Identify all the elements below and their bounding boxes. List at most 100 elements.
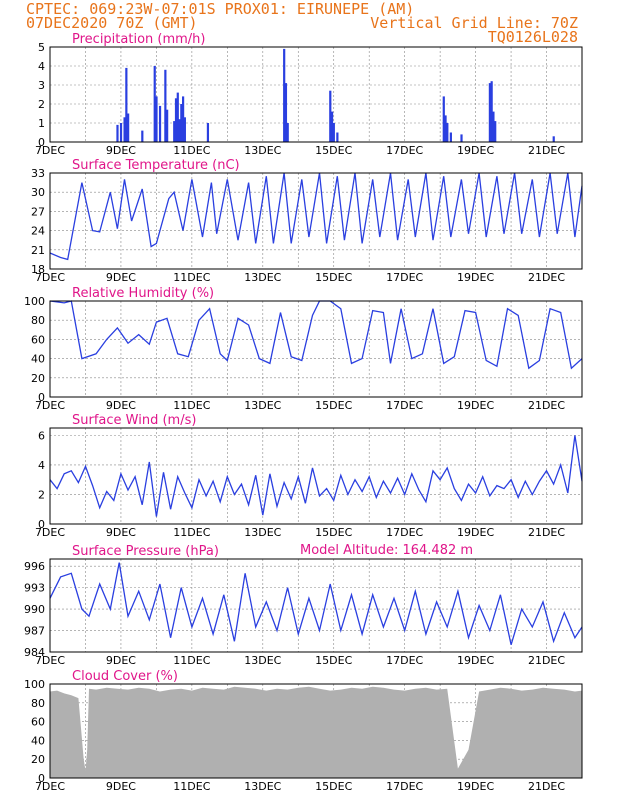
x-tick-label: 17DEC bbox=[386, 144, 423, 157]
panel-title: Surface Wind (m/s) bbox=[72, 413, 196, 428]
x-tick-label: 9DEC bbox=[106, 526, 136, 539]
x-tick-label: 7DEC bbox=[35, 271, 65, 284]
y-tick-label: 80 bbox=[31, 314, 45, 327]
precip-bar bbox=[446, 123, 449, 142]
x-tick-label: 13DEC bbox=[244, 399, 281, 412]
precip-bar bbox=[173, 121, 176, 142]
x-tick-label: 17DEC bbox=[386, 399, 423, 412]
x-tick-label: 9DEC bbox=[106, 271, 136, 284]
series-line bbox=[49, 435, 583, 517]
precip-bar bbox=[123, 117, 126, 142]
precip-bar bbox=[286, 123, 289, 142]
precip-bar bbox=[183, 117, 186, 142]
panel-title: Cloud Cover (%) bbox=[72, 669, 178, 684]
x-tick-label: 9DEC bbox=[106, 780, 136, 793]
x-tick-label: 17DEC bbox=[386, 271, 423, 284]
x-tick-label: 19DEC bbox=[457, 526, 494, 539]
precip-bar bbox=[488, 83, 491, 142]
series-line bbox=[49, 562, 583, 645]
panel-title: Relative Humidity (%) bbox=[72, 286, 214, 301]
series-line bbox=[49, 172, 583, 261]
precip-bar bbox=[158, 105, 162, 142]
y-tick-label: 2 bbox=[38, 488, 45, 501]
y-tick-label: 40 bbox=[31, 353, 45, 366]
x-tick-label: 15DEC bbox=[315, 780, 352, 793]
series-line bbox=[49, 300, 583, 370]
x-tick-label: 21DEC bbox=[528, 526, 565, 539]
precip-bar bbox=[125, 67, 128, 142]
x-tick-label: 7DEC bbox=[35, 399, 65, 412]
x-tick-label: 17DEC bbox=[386, 780, 423, 793]
panel-title: Surface Pressure (hPa) bbox=[72, 544, 219, 559]
y-tick-label: 20 bbox=[31, 372, 45, 385]
x-tick-label: 7DEC bbox=[35, 780, 65, 793]
y-tick-label: 100 bbox=[24, 295, 45, 308]
precip-bar bbox=[116, 124, 119, 142]
precip-bar bbox=[449, 132, 452, 142]
y-tick-label: 80 bbox=[31, 697, 45, 710]
x-tick-label: 11DEC bbox=[173, 654, 210, 667]
y-tick-label: 1 bbox=[38, 117, 45, 130]
x-tick-label: 15DEC bbox=[315, 144, 352, 157]
precip-bar bbox=[176, 92, 179, 142]
precip-bar bbox=[166, 109, 169, 142]
y-tick-label: 27 bbox=[31, 205, 45, 218]
y-tick-label: 6 bbox=[38, 429, 45, 442]
x-tick-label: 7DEC bbox=[35, 526, 65, 539]
y-tick-label: 60 bbox=[31, 333, 45, 346]
x-tick-label: 7DEC bbox=[35, 654, 65, 667]
y-tick-label: 996 bbox=[24, 560, 45, 573]
y-tick-label: 24 bbox=[31, 225, 45, 238]
precip-bar bbox=[155, 96, 158, 142]
x-tick-label: 9DEC bbox=[106, 399, 136, 412]
x-tick-label: 17DEC bbox=[386, 526, 423, 539]
x-tick-label: 13DEC bbox=[244, 144, 281, 157]
precip-bar bbox=[174, 98, 178, 142]
y-tick-label: 0 bbox=[38, 518, 45, 531]
panel-frame bbox=[49, 558, 583, 653]
x-tick-label: 9DEC bbox=[106, 144, 136, 157]
x-tick-label: 19DEC bbox=[457, 399, 494, 412]
precip-bar bbox=[490, 81, 493, 142]
x-tick-label: 13DEC bbox=[244, 654, 281, 667]
y-tick-label: 987 bbox=[24, 625, 45, 638]
y-tick-label: 100 bbox=[24, 678, 45, 691]
precip-bar bbox=[164, 69, 167, 142]
x-tick-label: 21DEC bbox=[528, 654, 565, 667]
precip-bar bbox=[444, 115, 447, 142]
x-tick-label: 21DEC bbox=[528, 144, 565, 157]
x-tick-label: 17DEC bbox=[386, 654, 423, 667]
x-tick-label: 19DEC bbox=[457, 780, 494, 793]
y-tick-label: 3 bbox=[38, 79, 45, 92]
x-tick-label: 11DEC bbox=[173, 144, 210, 157]
y-tick-label: 993 bbox=[24, 582, 45, 595]
y-tick-label: 0 bbox=[38, 136, 45, 149]
panel-title: Precipitation (mm/h) bbox=[72, 32, 205, 47]
header-line2-right: Vertical Grid Line: 70Z bbox=[370, 14, 578, 32]
y-tick-label: 4 bbox=[38, 60, 45, 73]
precip-bar bbox=[492, 111, 495, 142]
x-tick-label: 9DEC bbox=[106, 654, 136, 667]
x-tick-label: 11DEC bbox=[173, 780, 210, 793]
x-tick-label: 11DEC bbox=[173, 399, 210, 412]
y-tick-label: 4 bbox=[38, 459, 45, 472]
x-tick-label: 15DEC bbox=[315, 526, 352, 539]
x-tick-label: 7DEC bbox=[35, 144, 65, 157]
precip-bar bbox=[283, 48, 286, 142]
header-line2-left: 07DEC2020 70Z (GMT) bbox=[26, 14, 198, 32]
precip-bar bbox=[330, 111, 334, 142]
header-line3-right: TQ0126L028 bbox=[488, 28, 578, 46]
y-tick-label: 5 bbox=[38, 41, 45, 54]
x-tick-label: 21DEC bbox=[528, 780, 565, 793]
y-tick-label: 60 bbox=[31, 716, 45, 729]
precip-bar bbox=[329, 90, 332, 142]
precip-bar bbox=[460, 134, 463, 142]
precip-bar bbox=[332, 123, 335, 142]
y-tick-label: 984 bbox=[24, 646, 45, 659]
y-tick-label: 2 bbox=[38, 98, 45, 111]
precip-bar bbox=[182, 96, 185, 142]
header-line1: CPTEC: 069:23W-07:01S PROX01: EIRUNEPE (… bbox=[26, 0, 414, 18]
panel-title: Surface Temperature (nC) bbox=[72, 158, 240, 173]
model-altitude: Model Altitude: 164.482 m bbox=[300, 543, 473, 558]
